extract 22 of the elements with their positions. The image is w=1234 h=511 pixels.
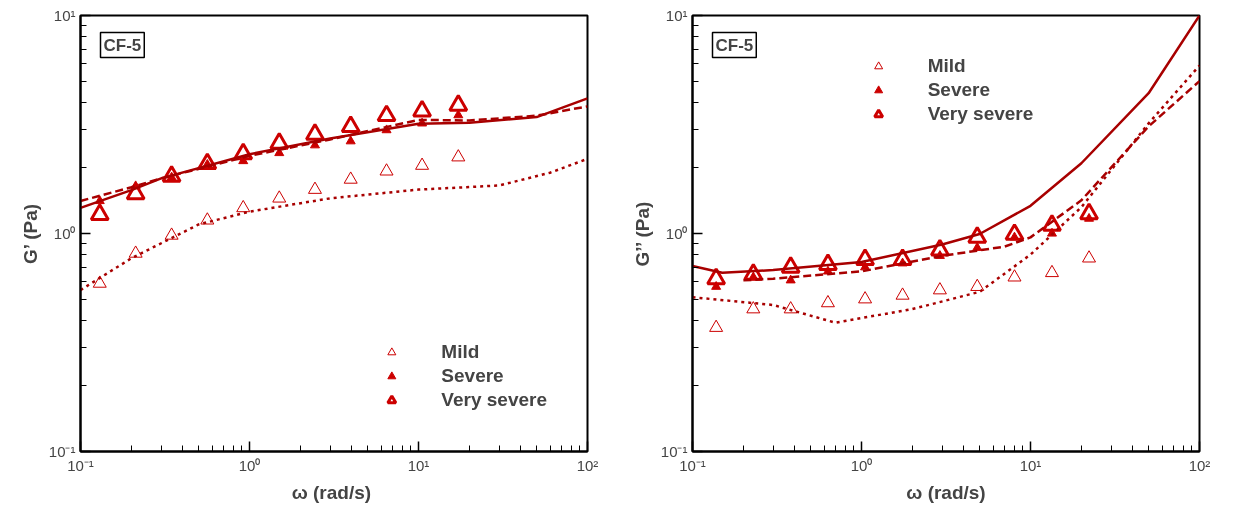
legend-label: Mild <box>441 341 480 363</box>
legend-label: Severe <box>441 365 504 387</box>
y-tick-label: 10¹ <box>665 7 688 24</box>
legend-label: Severe <box>927 79 991 101</box>
x-tick-label: 10⁰ <box>238 456 261 474</box>
x-tick-label: 10¹ <box>407 456 430 474</box>
y-tick-label: 10⁰ <box>53 225 76 242</box>
legend-label: Very severe <box>927 103 1034 125</box>
y-axis-title: G’ (Pa) <box>19 203 41 265</box>
x-axis-title: ω (rad/s) <box>906 481 986 503</box>
legend-label: Very severe <box>441 389 547 411</box>
x-tick-label: 10⁰ <box>850 456 873 474</box>
x-tick-label: 10² <box>576 456 599 474</box>
legend-label: Mild <box>927 55 966 77</box>
x-tick-label: 10² <box>1188 456 1211 474</box>
x-axis-title: ω (rad/s) <box>291 481 372 503</box>
annotation: CF-5 <box>103 35 142 55</box>
y-axis-title: G’’ (Pa) <box>631 201 653 267</box>
y-tick-label: 10¹ <box>53 7 76 24</box>
x-tick-label: 10¹ <box>1019 456 1042 474</box>
annotation: CF-5 <box>715 35 754 55</box>
y-tick-label: 10⁰ <box>665 225 688 242</box>
